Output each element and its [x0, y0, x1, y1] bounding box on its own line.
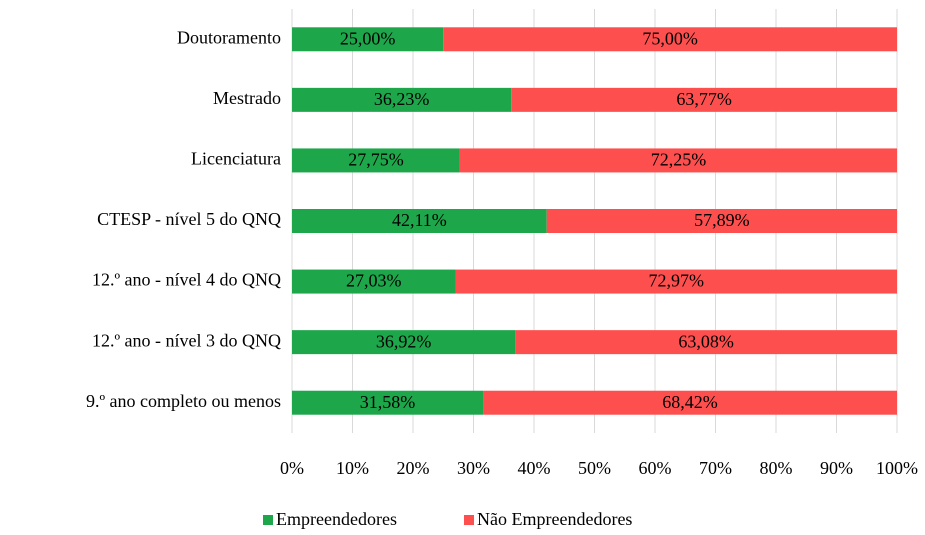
- bar-segment: [292, 330, 516, 355]
- bar-segment: [455, 269, 897, 294]
- bar-segment: [443, 27, 897, 52]
- x-tick-label: 60%: [639, 458, 672, 478]
- y-tick-label: Licenciatura: [191, 149, 281, 169]
- bar-segment: [546, 209, 897, 233]
- bar-segment: [292, 390, 484, 415]
- data-label: 72,97%: [649, 271, 705, 291]
- bar-segment: [292, 148, 460, 173]
- data-label: 63,08%: [678, 331, 734, 351]
- y-tick-label: 12.º ano - nível 4 do QNQ: [92, 270, 281, 290]
- x-tick-label: 20%: [397, 458, 430, 478]
- legend-label: Empreendedores: [276, 509, 397, 529]
- bar-segment: [511, 87, 897, 112]
- x-tick-label: 40%: [518, 458, 551, 478]
- bar-segment: [515, 330, 897, 355]
- data-label: 36,92%: [376, 331, 432, 351]
- bar-segment: [292, 87, 512, 112]
- legend-swatch: [464, 515, 474, 525]
- x-tick-label: 50%: [578, 458, 611, 478]
- data-label: 68,42%: [662, 392, 718, 412]
- x-tick-label: 10%: [336, 458, 369, 478]
- data-label: 42,11%: [392, 210, 447, 230]
- bar-segment: [292, 209, 547, 233]
- data-label: 72,25%: [651, 150, 707, 170]
- data-label: 57,89%: [694, 210, 750, 230]
- x-tick-label: 90%: [820, 458, 853, 478]
- data-label: 31,58%: [360, 392, 416, 412]
- y-tick-label: 12.º ano - nível 3 do QNQ: [92, 330, 281, 350]
- x-tick-label: 70%: [699, 458, 732, 478]
- bar-segment: [483, 390, 897, 415]
- data-label: 75,00%: [642, 28, 698, 48]
- legend-swatch: [263, 515, 273, 525]
- legend-label: Não Empreendedores: [477, 509, 632, 529]
- data-label: 27,03%: [346, 271, 402, 291]
- x-tick-label: 0%: [280, 458, 304, 478]
- data-label: 27,75%: [348, 150, 404, 170]
- data-label: 63,77%: [676, 89, 732, 109]
- x-tick-label: 100%: [876, 458, 918, 478]
- x-tick-label: 30%: [457, 458, 490, 478]
- x-tick-label: 80%: [760, 458, 793, 478]
- bar-segment: [459, 148, 897, 173]
- y-tick-label: CTESP - nível 5 do QNQ: [97, 209, 281, 229]
- y-tick-label: 9.º ano completo ou menos: [86, 391, 281, 411]
- data-label: 25,00%: [340, 28, 396, 48]
- data-label: 36,23%: [374, 89, 430, 109]
- bar-segment: [292, 27, 444, 52]
- bar-segment: [292, 269, 456, 294]
- y-tick-label: Doutoramento: [177, 27, 281, 47]
- y-tick-label: Mestrado: [213, 88, 281, 108]
